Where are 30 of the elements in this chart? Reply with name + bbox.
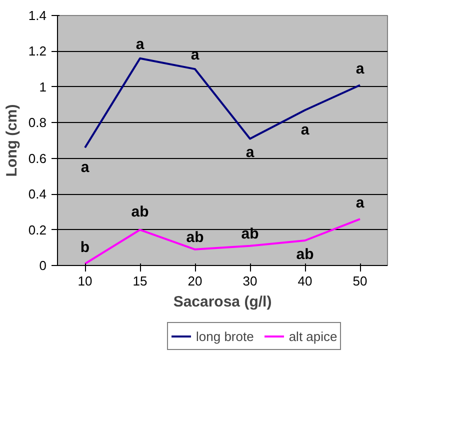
- y-tick-label: 0.4: [28, 186, 47, 202]
- y-tick-label: 1: [39, 79, 47, 94]
- y-tick-label: 0: [39, 258, 47, 273]
- y-tick-label: 0.2: [28, 222, 47, 238]
- annotation: a: [190, 46, 200, 64]
- x-tick-label: 30: [242, 274, 258, 288]
- annotation: a: [356, 60, 365, 78]
- annotation: b: [80, 239, 90, 256]
- y-axis-title: Long (cm): [3, 104, 20, 177]
- annotation: ab: [296, 246, 314, 263]
- annotation: a: [80, 159, 90, 176]
- y-tick-label: 0.8: [28, 115, 47, 130]
- annotation: ab: [186, 228, 204, 246]
- x-tick-label: 20: [188, 274, 202, 288]
- x-tick-label: 50: [352, 274, 368, 288]
- y-tick-label: 1.4: [28, 8, 47, 23]
- legend-label: long brote: [196, 328, 254, 344]
- x-tick-label: 15: [132, 274, 148, 288]
- x-tick-label: 10: [78, 274, 92, 288]
- y-tick-label: 0.6: [28, 150, 47, 166]
- x-tick-label: 40: [298, 274, 312, 288]
- y-tick-label: 1.2: [28, 44, 47, 59]
- annotation: a: [356, 194, 365, 212]
- legend-label: alt apice: [288, 328, 338, 344]
- annotation: a: [136, 36, 145, 53]
- annotation: ab: [241, 225, 259, 242]
- annotation: a: [300, 122, 310, 139]
- annotation: ab: [131, 203, 149, 220]
- x-axis-title: Sacarosa (g/l): [173, 294, 272, 310]
- annotation: a: [246, 144, 255, 162]
